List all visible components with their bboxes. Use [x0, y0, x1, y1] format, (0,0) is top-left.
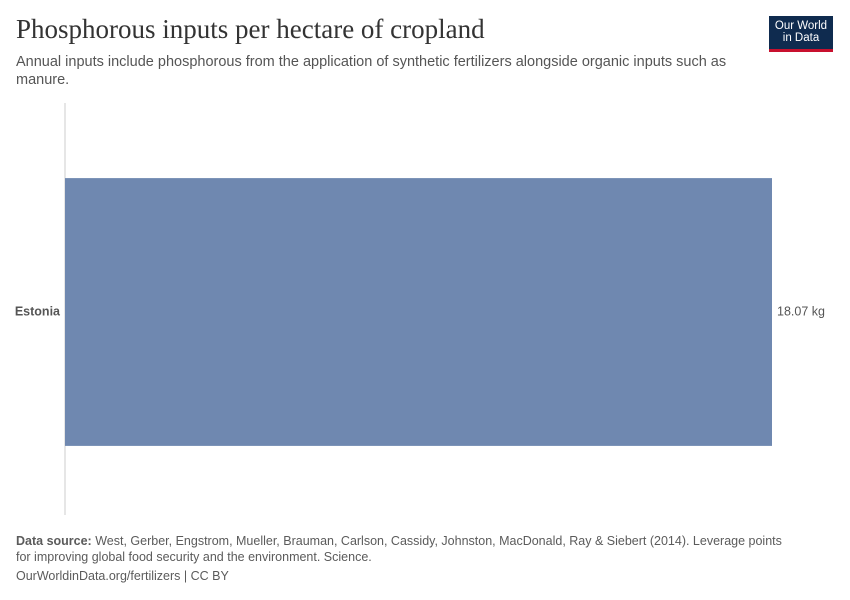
source: Data source: West, Gerber, Engstrom, Mue… — [16, 533, 796, 565]
footer[interactable]: OurWorldinData.org/fertilizers | CC BY — [16, 569, 229, 583]
value-label: 18.07 kg — [777, 304, 825, 318]
source-label: Data source: — [16, 534, 92, 548]
source-text: West, Gerber, Engstrom, Mueller, Brauman… — [16, 534, 782, 564]
chart-subtitle: Annual inputs include phosphorous from t… — [16, 54, 727, 88]
y-tick-label: Estonia — [15, 304, 61, 318]
bar — [65, 178, 772, 446]
logo[interactable]: Our World in Data — [769, 16, 833, 52]
logo-line: in Data — [782, 32, 820, 44]
chart-title: Phosphorous inputs per hectare of cropla… — [16, 14, 485, 44]
logo-line: Our World — [774, 20, 828, 32]
